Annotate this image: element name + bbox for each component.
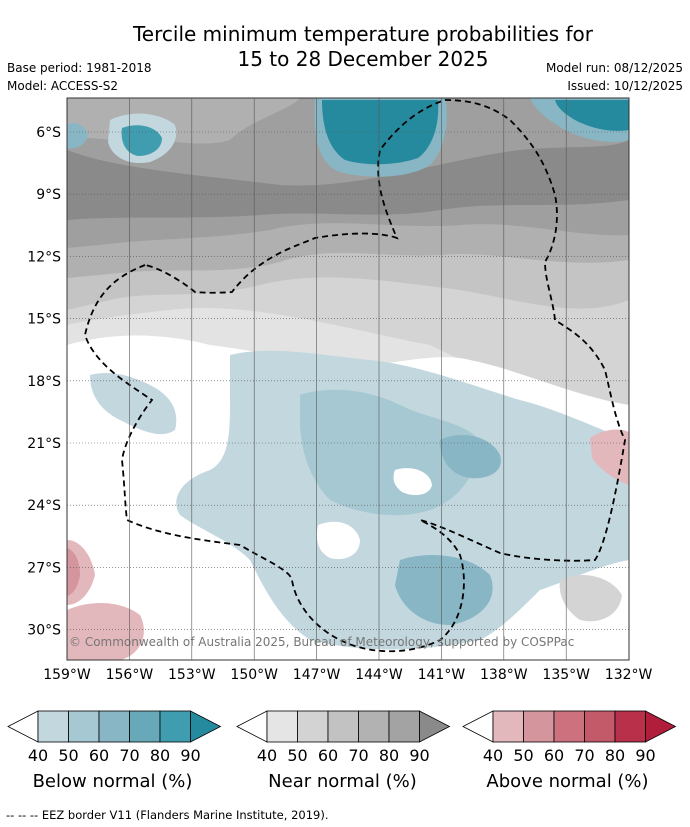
colorbar-tick: 50 (287, 746, 307, 765)
colorbar-segment (159, 710, 191, 743)
lon-labels: 159°W 156°W 153°W 150°W 147°W 144°W 141°W 138°W… (43, 667, 652, 683)
colorbar-upper-extend (645, 710, 677, 743)
below-ne-inner (555, 100, 629, 131)
colorbar-tick: 50 (513, 746, 533, 765)
colorbar-lower-extend (236, 710, 268, 743)
colorbar-tick: 80 (379, 746, 399, 765)
colorbar-tick: 90 (635, 746, 655, 765)
colorbar-tick: 90 (180, 746, 200, 765)
lat-label: 9°S (36, 187, 61, 203)
colorbars: 40 50 60 70 80 90 40 50 60 70 80 90 40 50 60 70 80 90 (7, 710, 677, 765)
lon-label: 159°W (43, 667, 91, 683)
base-period: Base period: 1981-2018 (7, 61, 152, 75)
white-hole-1 (316, 521, 360, 560)
colorbar-tick: 70 (119, 746, 139, 765)
colorbar-segment (68, 710, 100, 743)
above-west-inner (67, 548, 80, 596)
colorbar-segment (297, 710, 329, 743)
lon-label: 147°W (293, 667, 341, 683)
colorbar-segment (129, 710, 161, 743)
colorbar-tick: 50 (58, 746, 78, 765)
meta-left: Base period: 1981-2018 Model: ACCESS-S2 (7, 59, 152, 95)
above-southwest (67, 603, 144, 660)
map-frame (66, 97, 630, 661)
colorbar-title-below: Below normal (%) (32, 771, 193, 792)
colorbar-segment (584, 710, 616, 743)
colorbar-segment (523, 710, 555, 743)
meta-right: Model run: 08/12/2025 Issued: 10/12/2025 (546, 59, 683, 95)
lon-label: 138°W (480, 667, 528, 683)
colorbar-2: 40 50 60 70 80 90 (462, 710, 677, 765)
colorbar-lower-extend (462, 710, 494, 743)
issued-date: Issued: 10/12/2025 (567, 79, 683, 93)
colorbar-tick: 60 (544, 746, 564, 765)
colorbar-segment (327, 710, 359, 743)
colorbar-tick: 80 (150, 746, 170, 765)
title-line-1: Tercile minimum temperature probabilitie… (132, 22, 594, 46)
colorbar-0: 40 50 60 70 80 90 (7, 710, 222, 765)
below40-west (90, 373, 177, 435)
colorbar-segment (388, 710, 420, 743)
colorbar-segment (553, 710, 585, 743)
colorbar-1: 40 50 60 70 80 90 (236, 710, 451, 765)
colorbar-upper-extend (419, 710, 451, 743)
lat-label: 30°S (27, 623, 61, 639)
white-hole-2 (393, 468, 432, 496)
title-line-2: 15 to 28 December 2025 (237, 47, 489, 71)
below-nw-1-core (121, 125, 162, 156)
colorbar-segment (98, 710, 130, 743)
map-title: Tercile minimum temperature probabilitie… (0, 22, 690, 72)
copyright-text: © Commonwealth of Australia 2025, Bureau… (69, 635, 574, 649)
lon-label: 132°W (605, 667, 653, 683)
colorbar-tick: 90 (409, 746, 429, 765)
colorbar-segment (492, 710, 524, 743)
eez-legend-note: -- -- -- EEZ border V11 (Flanders Marine… (6, 808, 329, 822)
colorbar-tick: 40 (483, 746, 503, 765)
colorbar-tick: 70 (574, 746, 594, 765)
lon-label: 141°W (418, 667, 466, 683)
below50-core (300, 389, 480, 516)
colorbar-segment (358, 710, 390, 743)
below60-east (440, 435, 501, 479)
below-north-inner (322, 100, 439, 165)
colorbar-segment (37, 710, 69, 743)
lat-labels: 6°S 9°S 12°S 15°S 18°S 21°S 24°S 27°S 30°S (27, 125, 61, 639)
near-grey-se (559, 575, 622, 622)
colorbar-upper-extend (190, 710, 222, 743)
colorbar-tick: 70 (348, 746, 368, 765)
colorbar-title-near: Near normal (%) (268, 771, 417, 792)
lon-label: 150°W (230, 667, 278, 683)
colorbar-segment (614, 710, 646, 743)
map-plot: © Commonwealth of Australia 2025, Bureau… (67, 98, 629, 660)
colorbar-tick: 60 (89, 746, 109, 765)
colorbar-tick: 60 (318, 746, 338, 765)
colorbar-title-above: Above normal (%) (486, 771, 649, 792)
lat-label: 15°S (27, 312, 61, 328)
lat-label: 6°S (36, 125, 61, 141)
colorbar-lower-extend (7, 710, 39, 743)
lat-label: 27°S (27, 560, 61, 576)
model-name: Model: ACCESS-S2 (7, 79, 119, 93)
colorbar-tick: 40 (28, 746, 48, 765)
lat-label: 12°S (27, 249, 61, 265)
lon-label: 153°W (168, 667, 216, 683)
lon-label: 144°W (355, 667, 403, 683)
lat-label: 21°S (27, 436, 61, 452)
colorbar-tick: 80 (605, 746, 625, 765)
colorbar-tick: 40 (257, 746, 277, 765)
lon-label: 135°W (542, 667, 590, 683)
lat-label: 18°S (27, 374, 61, 390)
lat-label: 24°S (27, 498, 61, 514)
model-run: Model run: 08/12/2025 (545, 61, 683, 75)
band-near90 (67, 140, 629, 220)
gridlines (67, 98, 629, 660)
below-nw-2 (67, 123, 88, 149)
eez-border (84, 99, 626, 653)
colorbar-segment (266, 710, 298, 743)
lon-label: 156°W (106, 667, 154, 683)
below60-south (395, 555, 493, 625)
